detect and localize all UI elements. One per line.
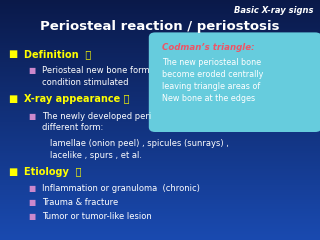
Text: Etiology  ：: Etiology ： bbox=[24, 167, 82, 177]
Text: ■: ■ bbox=[8, 49, 17, 59]
FancyBboxPatch shape bbox=[149, 32, 320, 132]
Text: ■: ■ bbox=[8, 167, 17, 177]
Text: lamellae (onion peel) , spicules (sunrays) ,
lacelike , spurs , et al.: lamellae (onion peel) , spicules (sunray… bbox=[50, 139, 228, 160]
Text: Tumor or tumor-like lesion: Tumor or tumor-like lesion bbox=[42, 212, 151, 221]
Text: Inflammation or granuloma  (chronic): Inflammation or granuloma (chronic) bbox=[42, 184, 199, 193]
Text: Periosteal reaction / periostosis: Periosteal reaction / periostosis bbox=[40, 20, 280, 33]
Text: ■: ■ bbox=[8, 94, 17, 104]
Text: ■: ■ bbox=[29, 198, 36, 207]
Text: Codman’s triangle:: Codman’s triangle: bbox=[162, 43, 254, 52]
Text: X-ray appearance ：: X-ray appearance ： bbox=[24, 94, 130, 104]
Text: ■: ■ bbox=[29, 212, 36, 221]
Text: Basic X-ray signs: Basic X-ray signs bbox=[234, 6, 314, 15]
Text: ■: ■ bbox=[29, 66, 36, 75]
Text: Trauma & fracture: Trauma & fracture bbox=[42, 198, 118, 207]
Text: The newly developed peri
different form:: The newly developed peri different form: bbox=[42, 112, 151, 132]
Text: Periosteal new bone form
condition stimulated: Periosteal new bone form condition stimu… bbox=[42, 66, 149, 87]
Text: ■: ■ bbox=[29, 112, 36, 120]
Text: ■: ■ bbox=[29, 184, 36, 193]
Text: Definition  ：: Definition ： bbox=[24, 49, 91, 59]
Text: The new periosteal bone
become eroded centrally
leaving triangle areas of
New bo: The new periosteal bone become eroded ce… bbox=[162, 58, 263, 103]
